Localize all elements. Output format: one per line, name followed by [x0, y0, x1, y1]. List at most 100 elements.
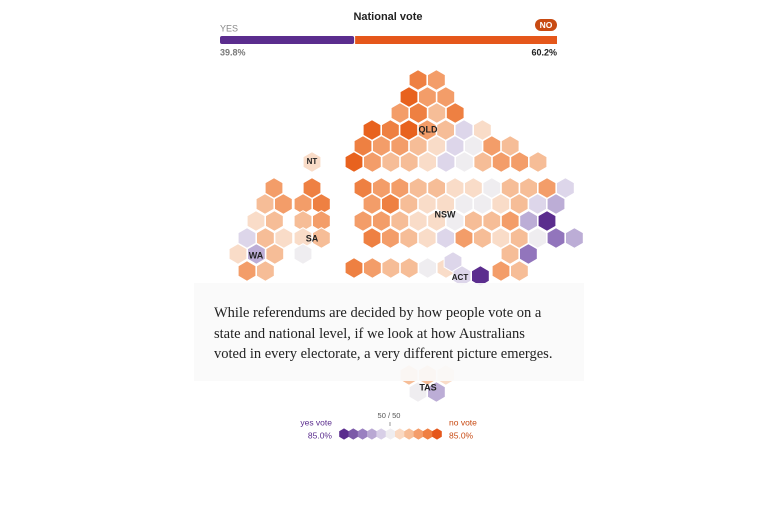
electorate-hex [537, 210, 557, 232]
electorate-hex [237, 260, 257, 282]
electorate-hex [509, 227, 529, 249]
electorate-hex [528, 193, 547, 215]
electorate-hex [445, 102, 465, 124]
electorate-hex [418, 257, 437, 279]
electorate-hex [427, 210, 446, 232]
note-text: While referendums are decided by how peo… [214, 305, 553, 362]
state-label: WA [249, 250, 264, 260]
electorate-hex [510, 151, 529, 173]
electorate-hex [408, 381, 428, 403]
legend-label: no vote [449, 417, 477, 427]
electorate-hex [372, 210, 391, 232]
value-label: 39.8% [220, 47, 246, 57]
electorate-hex [500, 210, 520, 232]
electorate-hex [417, 193, 437, 215]
electorate-hex [247, 243, 266, 265]
electorate-hex [302, 151, 322, 173]
legend-hex [376, 428, 386, 440]
electorate-hex [546, 227, 566, 249]
electorate-hex [473, 227, 492, 249]
electorate-hex [436, 151, 456, 173]
legend-hex [422, 428, 433, 440]
electorate-hex [519, 243, 538, 265]
electorate-hex [445, 210, 465, 232]
electorate-hex [399, 193, 419, 215]
electorate-hex [408, 69, 428, 91]
electorate-hex [363, 151, 382, 173]
electorate-hex [362, 227, 382, 249]
legend-label: 50 / 50 [378, 411, 401, 420]
electorate-hex [417, 227, 437, 249]
electorate-hex [274, 193, 293, 215]
electorate-hex [399, 227, 419, 249]
legend-hex [404, 428, 414, 440]
electorate-hex [418, 151, 437, 173]
chart-title: National vote [353, 11, 422, 23]
electorate-hex [510, 260, 529, 282]
bar-segment [220, 36, 355, 44]
electorate-hex [519, 210, 538, 232]
electorate-hex [344, 151, 364, 173]
electorate-hex [500, 243, 520, 265]
electorate-hex [491, 151, 511, 173]
electorate-hex [454, 227, 474, 249]
electorate-hex [427, 69, 446, 91]
electorate-hex [256, 260, 275, 282]
electorate-hex [255, 193, 275, 215]
electorate-hex [265, 243, 285, 265]
electorate-hex [528, 151, 548, 173]
electorate-hex [509, 193, 529, 215]
electorate-hex [408, 210, 428, 232]
legend-hex [367, 428, 377, 440]
electorate-hex [528, 227, 547, 249]
electorate-hex [491, 260, 511, 282]
electorate-hex [381, 193, 400, 215]
electorate-hex [427, 102, 447, 124]
legend-hex [432, 428, 442, 440]
electorate-hex [293, 243, 313, 265]
electorate-hex [473, 193, 492, 215]
electorate-hex [473, 151, 493, 173]
electorate-hex [228, 243, 248, 265]
electorate-hex [344, 257, 364, 279]
electorate-hex [399, 257, 419, 279]
electorate-hex [482, 210, 502, 232]
electorate-hex [390, 210, 410, 232]
electorate-hex [381, 151, 401, 173]
note-box: While referendums are decided by how peo… [194, 283, 584, 381]
legend-label: yes vote [300, 417, 332, 427]
state-label: NSW [435, 209, 457, 219]
legend-hex [385, 428, 396, 440]
legend-hex [395, 428, 405, 440]
electorate-hex [565, 227, 584, 249]
electorate-hex [455, 151, 474, 173]
electorate-hex [362, 193, 382, 215]
no-badge [535, 19, 557, 31]
electorate-hex [381, 227, 400, 249]
state-label: TAS [419, 382, 436, 392]
hex-map: QLD NT WA SA NSW ACT TAS [228, 69, 584, 403]
electorate-hex [312, 227, 331, 249]
legend-label: 85.0% [449, 430, 474, 440]
electorate-hex [390, 102, 410, 124]
legend-hex [357, 428, 368, 440]
electorate-hex [454, 193, 474, 215]
state-label: QLD [419, 124, 438, 134]
state-label: ACT [452, 273, 469, 282]
electorate-hex [363, 257, 382, 279]
electorate-hex [556, 177, 575, 199]
electorate-hex [353, 210, 373, 232]
electorate-hex [246, 210, 266, 232]
legend-yes: YES [220, 23, 238, 33]
electorate-hex [427, 381, 446, 403]
electorate-hex [436, 227, 455, 249]
electorate-hex [399, 151, 419, 173]
color-legend: yes vote 85.0% 50 / 50 no vote 85.0% [300, 411, 477, 440]
electorate-hex [546, 193, 566, 215]
legend-label: 85.0% [308, 430, 333, 440]
electorate-hex [491, 227, 511, 249]
electorate-hex [381, 257, 401, 279]
bar-segment [355, 36, 557, 44]
